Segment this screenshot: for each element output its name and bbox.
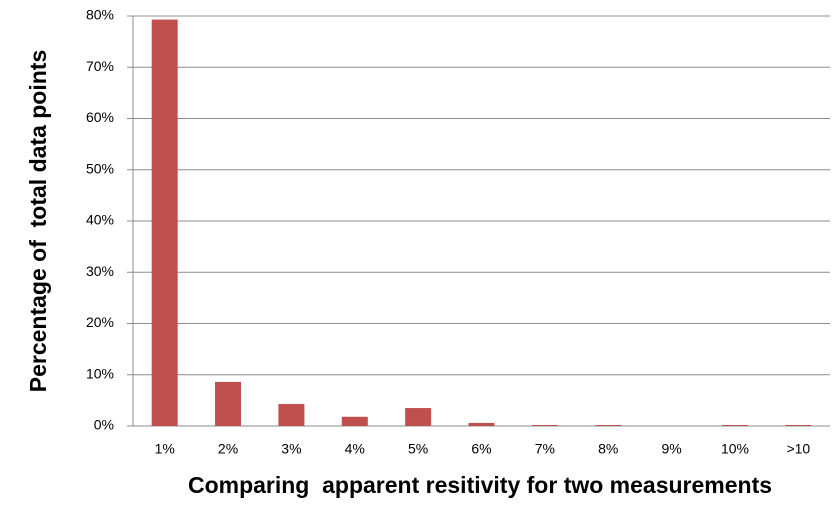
bar xyxy=(468,422,495,426)
x-tick-label: 5% xyxy=(408,441,428,457)
x-tick-label: 6% xyxy=(471,441,491,457)
x-tick-label: 3% xyxy=(281,441,301,457)
x-tick-label: 10% xyxy=(721,441,749,457)
y-tick-label: 10% xyxy=(86,365,114,381)
y-tick-label: 80% xyxy=(86,7,114,23)
y-tick-label: 40% xyxy=(86,212,114,228)
y-tick-label: 60% xyxy=(86,109,114,125)
bar xyxy=(785,424,812,426)
x-tick-label: 7% xyxy=(535,441,555,457)
bar xyxy=(721,424,748,426)
x-tick-label: 8% xyxy=(598,441,618,457)
y-axis-title: Percentage of total data points xyxy=(25,50,51,393)
y-tick-label: 70% xyxy=(86,58,114,74)
y-tick-label: 30% xyxy=(86,263,114,279)
y-tick-label: 50% xyxy=(86,160,114,176)
y-tick-label: 20% xyxy=(86,314,114,330)
bar xyxy=(278,403,305,426)
bar xyxy=(215,381,242,426)
y-tick-label: 0% xyxy=(94,417,114,433)
bar xyxy=(151,19,178,427)
x-tick-label: 9% xyxy=(661,441,681,457)
x-tick-label: 4% xyxy=(345,441,365,457)
x-tick-label: >10 xyxy=(786,441,810,457)
bar xyxy=(341,416,368,426)
bar xyxy=(531,424,558,426)
x-axis-title: Comparing apparent resitivity for two me… xyxy=(188,472,772,498)
x-tick-label: 2% xyxy=(218,441,238,457)
bar xyxy=(405,408,432,426)
x-tick-label: 1% xyxy=(155,441,175,457)
bar xyxy=(595,424,622,426)
